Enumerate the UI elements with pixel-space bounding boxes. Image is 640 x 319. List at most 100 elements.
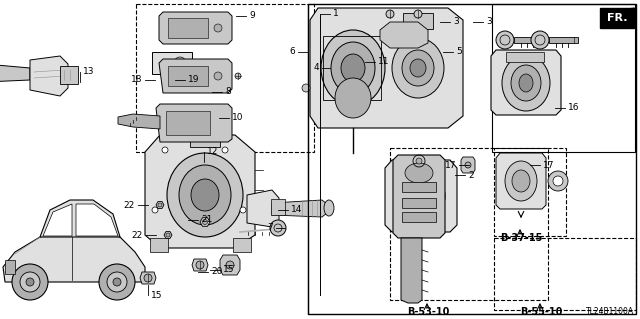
Circle shape — [496, 31, 514, 49]
Bar — [402, 212, 436, 222]
Text: 15: 15 — [151, 291, 163, 300]
Polygon shape — [118, 114, 160, 129]
Polygon shape — [159, 59, 232, 93]
Polygon shape — [380, 22, 428, 48]
Polygon shape — [549, 37, 578, 43]
Circle shape — [162, 147, 168, 153]
Circle shape — [270, 220, 286, 236]
Circle shape — [196, 261, 204, 269]
Bar — [494, 238, 636, 310]
Polygon shape — [461, 157, 475, 173]
Text: 8: 8 — [225, 87, 231, 97]
Text: 16: 16 — [568, 103, 579, 113]
Ellipse shape — [406, 178, 436, 214]
Polygon shape — [40, 200, 120, 237]
Text: 17: 17 — [543, 160, 554, 169]
Bar — [60, 66, 78, 84]
Text: FR.: FR. — [607, 13, 627, 23]
Ellipse shape — [335, 78, 371, 118]
Circle shape — [553, 176, 563, 186]
Bar — [233, 238, 251, 252]
Text: 5: 5 — [456, 48, 461, 56]
Ellipse shape — [410, 59, 426, 77]
Text: 14: 14 — [291, 205, 302, 214]
Bar — [195, 123, 215, 135]
Bar — [390, 148, 548, 300]
Text: B-37-15: B-37-15 — [500, 233, 542, 243]
Polygon shape — [401, 238, 422, 303]
Circle shape — [20, 272, 40, 292]
Text: 17: 17 — [445, 160, 456, 169]
Bar — [308, 4, 636, 314]
Text: 4: 4 — [314, 63, 319, 72]
Ellipse shape — [191, 179, 219, 211]
Ellipse shape — [341, 54, 365, 82]
Ellipse shape — [519, 74, 533, 92]
Text: 22: 22 — [124, 201, 135, 210]
Polygon shape — [514, 37, 543, 43]
Text: B-55-10: B-55-10 — [520, 307, 563, 317]
Polygon shape — [159, 12, 232, 44]
Ellipse shape — [179, 165, 231, 225]
Circle shape — [26, 278, 34, 286]
Circle shape — [548, 171, 568, 191]
Bar — [136, 4, 314, 152]
Text: 12: 12 — [207, 147, 218, 157]
Text: 1: 1 — [333, 10, 339, 19]
Circle shape — [158, 203, 162, 207]
Ellipse shape — [512, 170, 530, 192]
Ellipse shape — [167, 153, 243, 237]
Circle shape — [107, 272, 127, 292]
Circle shape — [240, 207, 246, 213]
Circle shape — [152, 207, 158, 213]
Bar — [400, 165, 442, 177]
Text: 7: 7 — [268, 224, 273, 233]
Text: 22: 22 — [132, 231, 143, 240]
Polygon shape — [525, 157, 539, 173]
Bar — [600, 8, 634, 28]
Bar — [323, 36, 381, 100]
Polygon shape — [3, 232, 145, 282]
Circle shape — [214, 24, 222, 32]
Bar — [166, 111, 210, 135]
Bar — [402, 198, 436, 208]
Text: 20: 20 — [211, 268, 222, 277]
Text: 15: 15 — [223, 265, 234, 275]
Circle shape — [99, 264, 135, 300]
Circle shape — [531, 31, 549, 49]
Bar — [492, 4, 635, 152]
Text: B-53-10: B-53-10 — [407, 307, 449, 317]
Text: 3: 3 — [486, 18, 492, 26]
Polygon shape — [145, 135, 255, 248]
Circle shape — [226, 261, 234, 269]
Polygon shape — [496, 153, 546, 209]
Ellipse shape — [392, 38, 444, 98]
Polygon shape — [164, 232, 172, 239]
Text: 21: 21 — [201, 216, 212, 225]
Polygon shape — [491, 50, 561, 115]
Polygon shape — [76, 204, 118, 236]
Polygon shape — [156, 202, 164, 208]
Circle shape — [529, 162, 535, 168]
Text: 18: 18 — [131, 76, 142, 85]
Polygon shape — [0, 64, 30, 82]
Circle shape — [386, 10, 394, 18]
Bar — [506, 52, 544, 62]
Text: TL24B1100A: TL24B1100A — [586, 308, 634, 316]
Bar — [190, 135, 220, 147]
Circle shape — [113, 278, 121, 286]
Text: 3: 3 — [453, 18, 459, 26]
Polygon shape — [385, 160, 457, 232]
Bar — [5, 260, 15, 274]
Polygon shape — [220, 255, 240, 275]
Bar — [152, 52, 192, 74]
Circle shape — [414, 10, 422, 18]
Polygon shape — [310, 8, 463, 128]
Circle shape — [302, 84, 310, 92]
Circle shape — [174, 57, 186, 69]
Ellipse shape — [321, 30, 385, 106]
Polygon shape — [393, 155, 445, 238]
Ellipse shape — [414, 188, 428, 204]
Polygon shape — [200, 218, 210, 226]
Circle shape — [416, 158, 422, 164]
